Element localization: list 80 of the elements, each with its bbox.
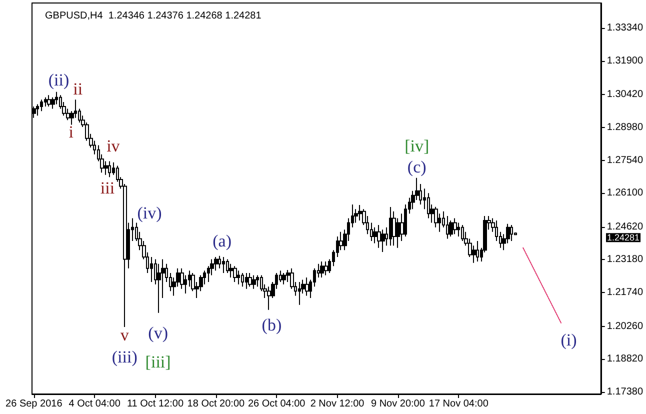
candlestick (248, 272, 252, 288)
annotation: (i) (560, 330, 577, 350)
annotation: i (68, 122, 74, 142)
candlestick (510, 224, 513, 242)
x-tick-label: 18 Oct 20:00 (187, 398, 245, 410)
y-tick-label: 1.20260 (606, 320, 644, 332)
annotation: iv (106, 136, 120, 156)
candlestick (324, 261, 328, 276)
candlestick (222, 256, 225, 274)
y-tick-label: 1.18820 (606, 354, 644, 365)
annotation: ii (73, 80, 83, 98)
candlestick (108, 160, 111, 178)
candlestick (453, 218, 457, 235)
candlestick (298, 282, 301, 306)
x-tick-label: 26 Oct 04:00 (248, 398, 306, 410)
candlestick (233, 266, 237, 283)
candlestick (358, 204, 362, 221)
y-tick-label: 1.24620 (606, 221, 644, 232)
candlestick (241, 272, 244, 288)
annotation: (ii) (48, 70, 70, 90)
candlestick (354, 208, 358, 224)
candlestick (446, 215, 449, 240)
candlestick (229, 263, 233, 278)
text: 1.24281 (607, 232, 640, 243)
annotation: (iii) (112, 348, 138, 366)
candlestick (377, 224, 381, 248)
candlestick (55, 91, 58, 105)
x-tick-label: 9 Nov 20:00 (370, 398, 426, 410)
annotation: [iii] (145, 352, 171, 372)
y-tick-label: 1.30420 (606, 89, 644, 100)
x-tick-label: 26 Sep 2016 (6, 398, 63, 410)
y-tick-label: 1.23180 (606, 254, 644, 266)
y-tick-label: 1.27540 (606, 154, 644, 166)
y-tick-label: 1.17380 (606, 386, 644, 398)
y-tick-label: 1.26100 (606, 188, 644, 199)
candlestick (44, 96, 47, 108)
candlestick (218, 255, 221, 269)
y-tick-label: 1.28980 (606, 122, 644, 133)
annotation: (a) (212, 232, 232, 250)
candlestick (36, 104, 39, 116)
candlestick (449, 220, 453, 237)
candlestick (427, 192, 430, 219)
x-tick-label: 11 Oct 12:00 (126, 398, 184, 410)
annotation: (c) (407, 158, 426, 176)
x-tick-label: 4 Oct 04:00 (68, 398, 121, 410)
candlestick (47, 94, 51, 108)
candlestick (373, 226, 377, 244)
candlestick (282, 272, 286, 285)
candlestick (180, 268, 184, 290)
candlestick (305, 277, 309, 296)
candlestick (457, 222, 460, 237)
text: GBPUSD,H4 1.24346 1.24376 1.24268 1.24281 (45, 10, 262, 22)
candlestick (381, 229, 385, 252)
candlestick (434, 206, 438, 228)
candlestick (267, 286, 271, 310)
candlestick (252, 274, 256, 290)
candlestick (476, 240, 479, 262)
annotation: v (120, 326, 130, 344)
candlestick (320, 261, 324, 278)
annotation: (v) (148, 324, 168, 342)
candlestick (245, 272, 248, 290)
candlestick (392, 210, 396, 246)
candlestick (389, 206, 392, 246)
y-tick-label: 1.21740 (606, 287, 644, 298)
candlestick (150, 256, 153, 283)
candlestick (256, 274, 259, 288)
candlestick (237, 270, 240, 285)
annotation: [iv] (404, 136, 430, 156)
annotation: (b) (262, 316, 282, 334)
candlestick (226, 258, 229, 274)
candlestick (461, 224, 464, 242)
x-tick-label: 17 Nov 04:00 (428, 398, 489, 410)
candlestick (157, 263, 161, 314)
y-tick-label: 1.31900 (606, 55, 644, 66)
annotation: (iv) (137, 204, 162, 222)
x-tick-label: 2 Nov 12:00 (310, 398, 365, 410)
annotation: iii (100, 178, 115, 198)
candlestick (214, 256, 218, 272)
candlestick (40, 99, 43, 112)
y-tick-label: 1.33340 (606, 22, 644, 34)
